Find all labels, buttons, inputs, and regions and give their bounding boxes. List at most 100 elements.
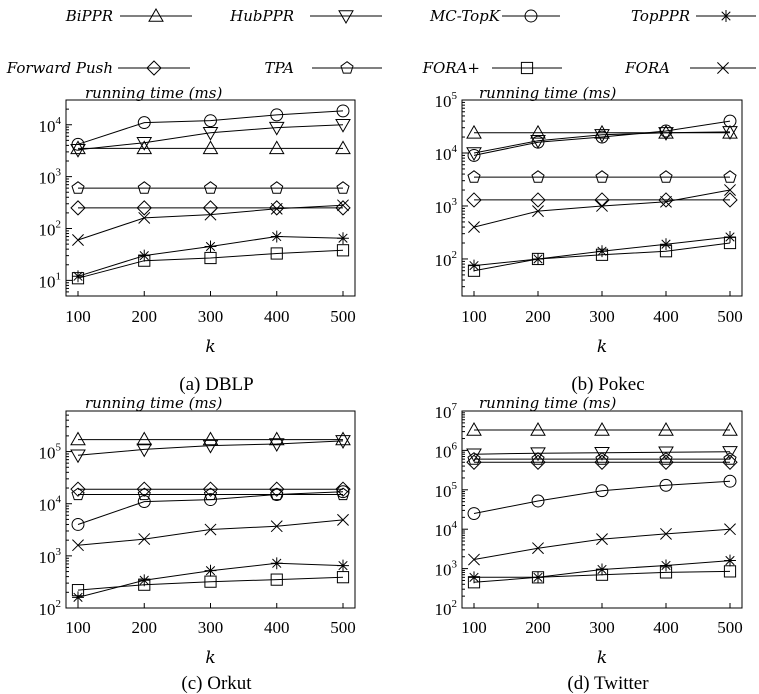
series-line <box>77 124 344 151</box>
data-point <box>269 200 285 216</box>
data-point <box>658 127 674 141</box>
data-point <box>202 431 219 446</box>
data-point <box>138 578 151 591</box>
series-line <box>473 528 731 560</box>
legend-item-hubppr: HubPPR <box>229 7 382 25</box>
data-point <box>467 452 481 465</box>
data-point <box>136 443 153 458</box>
data-point <box>723 474 737 488</box>
data-point <box>467 170 481 183</box>
data-point <box>72 270 84 283</box>
data-point <box>202 127 219 141</box>
data-point <box>595 484 609 498</box>
y-tick-label: 106 <box>435 440 458 461</box>
x-axis-label: k <box>205 648 215 668</box>
x-axis-label: k <box>597 648 607 668</box>
legend-label: TopPPR <box>631 7 690 25</box>
data-point <box>336 244 350 257</box>
x-tick-label: 200 <box>132 618 158 637</box>
series-line <box>77 110 344 145</box>
data-point <box>270 230 283 243</box>
y-tick-label: 104 <box>435 143 458 164</box>
data-point <box>72 591 84 604</box>
series-line <box>77 576 344 591</box>
y-tick-label: 105 <box>39 442 62 463</box>
series-hubppr <box>70 435 351 464</box>
data-point <box>335 435 351 449</box>
x-tick-label: 200 <box>132 307 158 326</box>
legend-label: Forward Push <box>6 59 113 77</box>
data-point <box>596 533 608 546</box>
y-tick-label: 103 <box>39 167 62 188</box>
y-axis-label: running time (ms) <box>85 394 222 412</box>
data-point <box>530 447 546 462</box>
data-point <box>530 192 546 208</box>
x-tick-label: 300 <box>589 307 615 326</box>
circle-marker <box>524 9 538 23</box>
data-point <box>270 573 283 586</box>
cross-marker <box>717 62 729 74</box>
y-axis-label: running time (ms) <box>479 394 616 412</box>
x-tick-label: 100 <box>65 618 91 637</box>
series-tpa <box>467 452 737 465</box>
data-point <box>138 533 151 546</box>
data-point <box>659 245 673 258</box>
data-point <box>335 481 351 497</box>
series-line <box>77 519 344 546</box>
x-tick-label: 100 <box>461 307 487 326</box>
data-point <box>268 140 285 155</box>
y-tick-label: 102 <box>435 249 458 270</box>
data-point <box>466 192 482 208</box>
legend-item-tpa: TPA <box>264 59 382 77</box>
data-point <box>71 518 85 531</box>
data-point <box>70 140 86 155</box>
series-line <box>77 204 344 241</box>
series-mc-topk <box>467 114 737 162</box>
x-tick-label: 200 <box>525 618 551 637</box>
data-point <box>72 234 84 246</box>
data-point <box>71 584 85 597</box>
data-point <box>594 447 610 461</box>
series-line <box>473 570 731 583</box>
square-marker <box>520 61 534 75</box>
data-point <box>138 254 151 267</box>
data-point <box>660 527 672 540</box>
series-mc-topk <box>467 474 737 520</box>
data-point <box>659 170 673 183</box>
series-fora <box>467 236 737 277</box>
data-point <box>335 431 351 446</box>
data-point <box>659 566 673 579</box>
data-point <box>467 264 481 277</box>
chart-d-twitter: 102 103 104 105 106 107 100 200 300 400 500 running… <box>435 394 743 694</box>
data-point <box>468 553 480 566</box>
y-axis-label: running time (ms) <box>479 84 616 102</box>
data-point <box>70 481 86 497</box>
data-point <box>204 493 217 507</box>
data-point <box>270 202 283 215</box>
series-tpa <box>71 487 350 501</box>
data-point <box>531 252 545 266</box>
data-point <box>723 236 737 250</box>
series-fora <box>468 184 736 234</box>
x-tick-label: 400 <box>264 618 290 637</box>
x-axis-label: k <box>597 337 607 357</box>
x-tick-label: 300 <box>198 307 224 326</box>
data-point <box>595 248 609 261</box>
data-point <box>336 571 350 584</box>
data-point <box>466 147 482 161</box>
asterisk-marker <box>720 10 732 22</box>
chart-b-pokec: 102 103 104 105 100 200 300 400 500 running time … <box>435 84 743 395</box>
y-tick-label: 101 <box>39 270 62 291</box>
pentagon-marker <box>340 61 354 74</box>
data-point <box>204 523 217 536</box>
data-point <box>659 452 673 465</box>
chart-c-orkut: 102 103 104 105 100 200 300 400 500 running time … <box>39 394 356 694</box>
series-fora <box>468 523 736 566</box>
data-point <box>723 565 737 578</box>
x-tick-label: 400 <box>264 307 290 326</box>
x-tick-label: 200 <box>525 307 551 326</box>
data-point <box>337 199 349 212</box>
data-point <box>335 140 351 155</box>
data-point <box>204 251 217 265</box>
y-tick-label: 103 <box>435 196 458 217</box>
